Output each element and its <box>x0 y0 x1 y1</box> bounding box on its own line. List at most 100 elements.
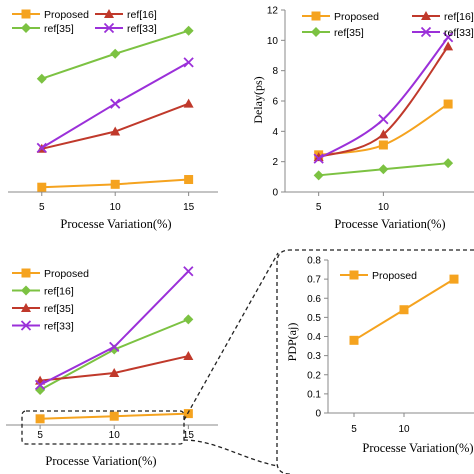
data-point <box>313 152 324 162</box>
legend-label: ref[16] <box>127 9 157 21</box>
data-point <box>349 335 359 345</box>
data-point <box>378 129 389 139</box>
x-axis-label: Processe Variation(%) <box>60 217 171 231</box>
legend-swatch-marker <box>21 285 31 296</box>
y-tick-label: 6 <box>272 97 278 108</box>
data-point <box>449 274 459 284</box>
x-tick-label: 5 <box>37 430 43 441</box>
data-point <box>110 179 120 189</box>
x-axis-label: Processe Variation(%) <box>45 454 156 468</box>
data-point <box>36 142 47 153</box>
legend-label: Proposed <box>44 268 89 280</box>
x-tick-label: 5 <box>316 202 322 213</box>
legend-label: ref[35] <box>44 23 74 35</box>
data-point <box>184 175 194 185</box>
legend-swatch-marker <box>21 303 31 312</box>
data-point <box>110 126 121 136</box>
data-point <box>443 158 454 169</box>
legend-swatch-marker <box>20 320 32 331</box>
data-point <box>183 25 194 36</box>
chart-bottom-right-zoom: 0 0.1 0.2 0.3 0.4 0.5 0.6 0.7 0.8 5 10 Processe Var… <box>285 256 474 455</box>
legend-label: ref[33] <box>127 23 157 35</box>
legend-swatch-marker <box>21 9 31 19</box>
legend-swatch-marker <box>103 22 115 34</box>
legend-swatch-marker <box>421 11 431 20</box>
legend-swatch-marker <box>21 268 31 278</box>
legend-label: ref[33] <box>444 27 474 39</box>
data-point <box>109 411 119 421</box>
x-tick-label: 10 <box>109 430 121 441</box>
data-point <box>109 368 120 378</box>
data-point <box>183 314 194 325</box>
data-point <box>313 153 324 164</box>
series-line <box>41 102 189 150</box>
zoom-panel-border <box>276 249 474 474</box>
data-point <box>443 41 454 51</box>
x-tick-label: 10 <box>110 202 122 213</box>
legend-swatch-marker <box>311 27 321 37</box>
data-point <box>37 182 47 192</box>
data-point <box>183 98 194 108</box>
y-tick-label: 10 <box>267 36 279 47</box>
data-point <box>109 344 120 355</box>
y-axis-label: Delay(ps) <box>251 76 265 123</box>
legend-label: ref[16] <box>44 286 74 298</box>
y-tick-label: 0.3 <box>307 351 321 362</box>
y-tick-label: 0.1 <box>307 389 321 400</box>
chart-top-left: 5 10 15 Processe Variation(%) Proposed ref[16… <box>8 9 218 231</box>
data-point <box>313 170 324 181</box>
zoom-highlight-box <box>21 410 185 445</box>
legend-swatch-marker <box>349 270 359 280</box>
y-tick-label: 2 <box>272 157 278 168</box>
data-point <box>399 305 409 315</box>
y-tick-label: 0 <box>272 188 278 199</box>
data-point <box>183 57 194 68</box>
y-tick-label: 0.6 <box>307 294 321 305</box>
data-point <box>36 73 47 84</box>
legend-label: ref[16] <box>444 11 474 23</box>
y-axis-label: PDP(aj) <box>285 323 299 362</box>
legend-swatch-marker <box>104 9 114 18</box>
y-tick-label: 0.4 <box>307 332 321 343</box>
legend-label: ref[35] <box>334 27 364 39</box>
x-tick-label: 15 <box>183 430 195 441</box>
x-axis-label: Processe Variation(%) <box>362 441 473 455</box>
data-point <box>378 164 389 175</box>
data-point <box>378 140 388 150</box>
zoom-connector-line <box>183 252 279 421</box>
legend-swatch-marker <box>420 26 432 38</box>
y-tick-label: 8 <box>272 66 278 77</box>
data-point <box>35 384 46 395</box>
data-point <box>442 32 454 43</box>
legend-label: Proposed <box>372 270 417 282</box>
legend-label: ref[33] <box>44 321 74 333</box>
zoom-connector-line <box>183 439 279 467</box>
data-point <box>35 414 45 424</box>
y-tick-label: 12 <box>267 6 279 17</box>
y-tick-label: 0.5 <box>307 313 321 324</box>
data-point <box>110 48 121 59</box>
y-tick-label: 0.2 <box>307 370 321 381</box>
y-tick-label: 0.8 <box>307 256 321 267</box>
legend-label: Proposed <box>44 9 89 21</box>
legend-label: ref[35] <box>44 303 74 315</box>
x-tick-label: 10 <box>398 424 410 435</box>
chart-top-right: 0 2 4 6 8 10 12 5 10 Processe Variation(%) Delay(p… <box>251 6 474 231</box>
data-point <box>109 341 120 353</box>
data-point <box>378 114 389 125</box>
legend-swatch-marker <box>311 11 321 21</box>
legend-label: Proposed <box>334 11 379 23</box>
chart-bottom-left: 5 10 15 Processe Variation(%) Proposed ref[16… <box>6 266 218 468</box>
x-axis-label: Processe Variation(%) <box>334 217 445 231</box>
y-tick-label: 0.7 <box>307 275 321 286</box>
data-point <box>443 99 453 109</box>
data-point <box>110 98 121 109</box>
x-tick-label: 5 <box>351 424 357 435</box>
y-tick-label: 0 <box>315 409 321 420</box>
data-point <box>34 379 46 391</box>
series-line <box>318 36 449 160</box>
x-tick-label: 15 <box>183 202 195 213</box>
zoom-callout <box>21 249 474 474</box>
y-tick-label: 4 <box>272 127 278 138</box>
